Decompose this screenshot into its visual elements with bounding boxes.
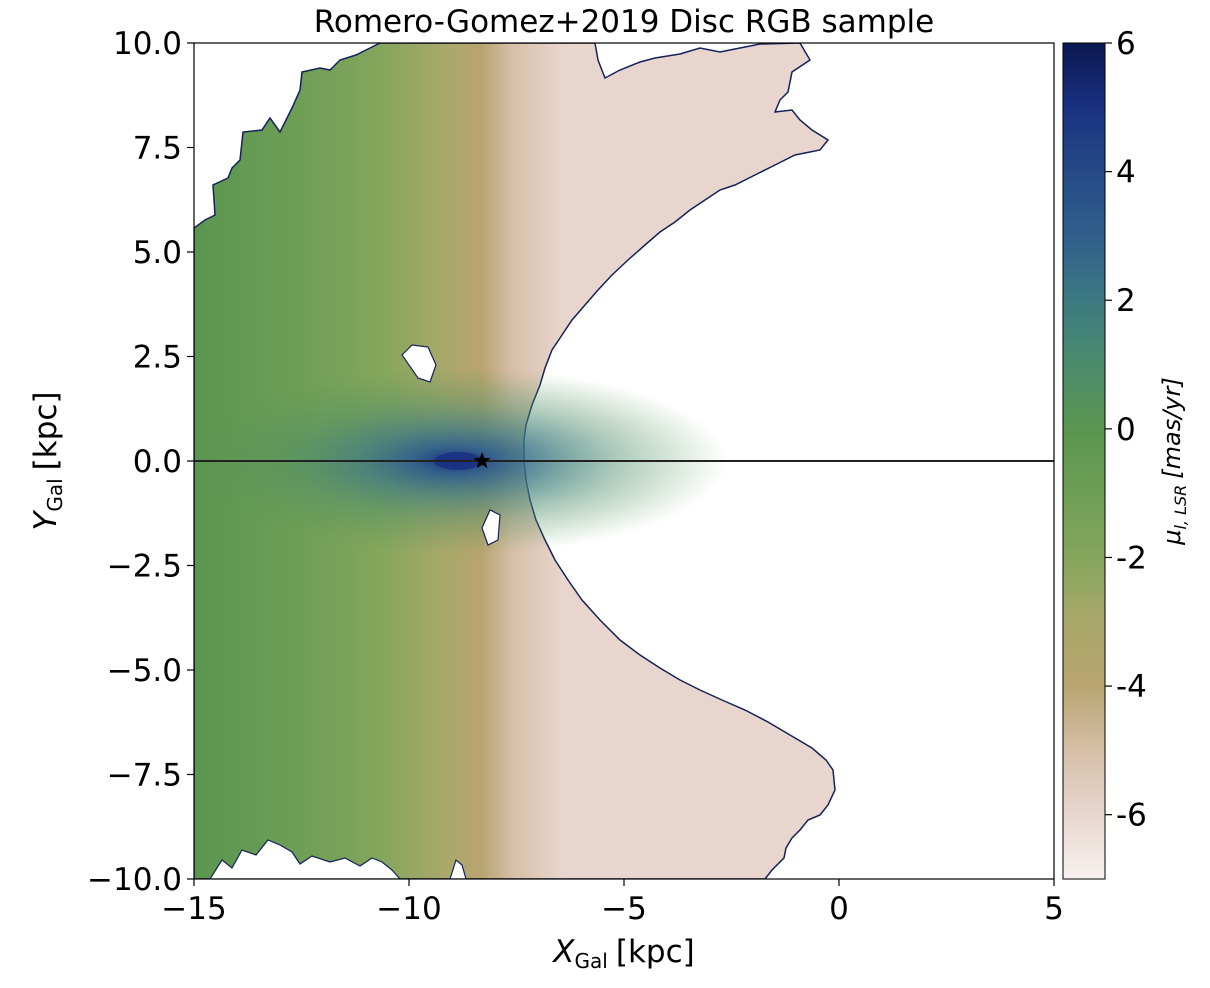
y-tick-label: 7.5 <box>133 131 182 167</box>
chart-title: Romero-Gomez+2019 Disc RGB sample <box>314 4 934 40</box>
colorbar-tick-label: -6 <box>1116 798 1147 834</box>
y-tick-label: 5.0 <box>133 235 182 271</box>
x-axis-symbol: X <box>551 934 575 970</box>
y-tick-label: −10.0 <box>87 862 182 898</box>
x-axis-unit: [kpc] <box>616 934 695 970</box>
gap-region <box>449 858 467 879</box>
colorbar: 6 4 2 0 -2 -4 -6 μl, LSR [mas/yr] <box>1062 26 1190 880</box>
colorbar-ticks: 6 4 2 0 -2 -4 -6 <box>1105 26 1147 834</box>
colorbar-tick-label: 0 <box>1116 412 1136 448</box>
colorbar-tick-label: 2 <box>1116 283 1136 319</box>
x-tick-label: −15 <box>161 891 226 927</box>
colorbar-subscript: l, LSR <box>1171 485 1190 530</box>
y-tick-label: 0.0 <box>133 444 182 480</box>
x-tick-label: −5 <box>601 891 647 927</box>
x-axis-subscript: Gal <box>575 949 608 973</box>
y-axis: 10.0 7.5 5.0 2.5 0.0 −2.5 −5.0 −7.5 −10.0 <box>87 26 194 898</box>
x-axis-title: XGal [kpc] <box>551 934 694 973</box>
sun-star-marker <box>473 452 491 469</box>
colorbar-symbol: μ <box>1158 530 1186 546</box>
x-tick-label: 0 <box>829 891 849 927</box>
colorbar-tick-label: 4 <box>1116 155 1136 191</box>
colorbar-unit: [mas/yr] <box>1158 377 1186 478</box>
y-tick-label: −5.0 <box>107 653 182 689</box>
y-tick-label: −7.5 <box>107 758 182 794</box>
y-tick-label: 2.5 <box>133 340 182 376</box>
gap-region <box>209 839 401 879</box>
colorbar-tick-label: -4 <box>1116 669 1147 705</box>
plot-area <box>194 43 1054 879</box>
colorbar-tick-label: 6 <box>1116 26 1136 62</box>
colorbar-gradient <box>1062 42 1106 880</box>
y-axis-subscript: Gal <box>43 478 67 511</box>
colorbar-title: μl, LSR [mas/yr] <box>1158 377 1190 546</box>
colorbar-tick-label: -2 <box>1116 540 1147 576</box>
gap-region <box>481 509 501 546</box>
y-tick-label: −2.5 <box>107 549 182 585</box>
y-tick-label: 10.0 <box>113 26 182 62</box>
gap-region <box>401 344 437 383</box>
x-tick-label: 5 <box>1044 891 1064 927</box>
y-axis-title: YGal [kpc] <box>28 391 67 530</box>
y-axis-symbol: Y <box>28 510 64 531</box>
x-tick-label: −10 <box>376 891 441 927</box>
x-axis: −15 −10 −5 0 5 <box>161 879 1064 927</box>
y-axis-unit: [kpc] <box>28 391 64 470</box>
